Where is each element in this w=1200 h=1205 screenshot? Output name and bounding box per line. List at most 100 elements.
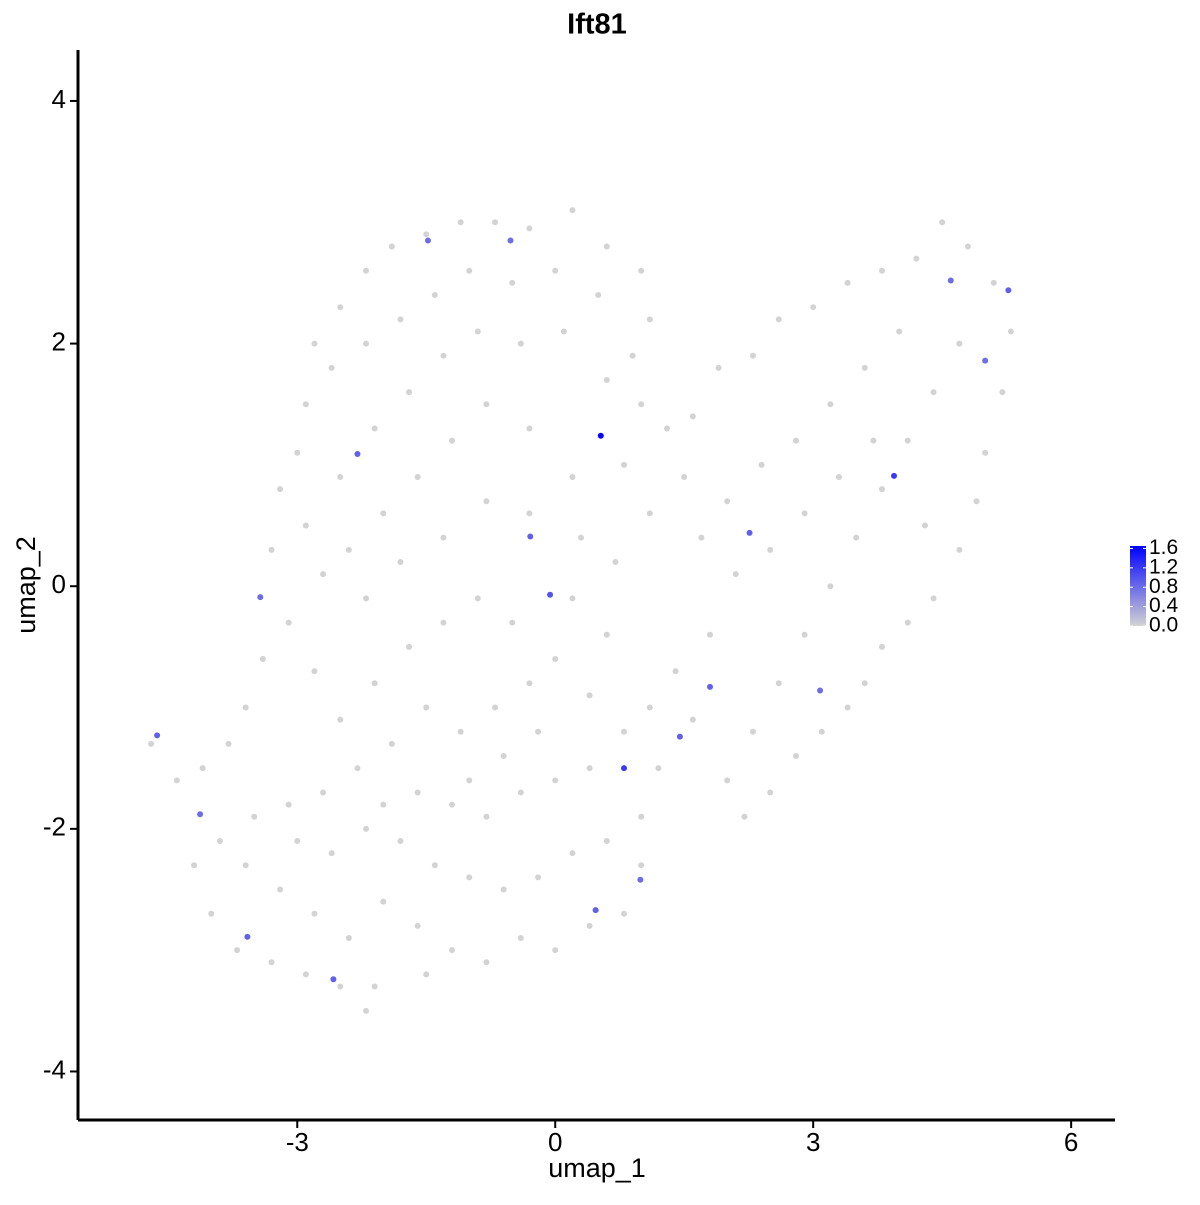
- point: [423, 971, 430, 978]
- chart-title: Ift81: [567, 9, 627, 41]
- point: [646, 510, 653, 517]
- x-axis-label: umap_1: [548, 1153, 646, 1183]
- point: [767, 789, 774, 796]
- point: [397, 837, 404, 844]
- point: [947, 277, 954, 284]
- point: [638, 813, 645, 820]
- point: [388, 740, 395, 747]
- point: [423, 231, 430, 238]
- point: [827, 583, 834, 590]
- point: [638, 267, 645, 274]
- point: [707, 683, 714, 690]
- point: [638, 401, 645, 408]
- point: [535, 728, 542, 735]
- point: [337, 983, 344, 990]
- point: [999, 389, 1006, 396]
- point: [817, 687, 824, 694]
- point: [655, 765, 662, 772]
- point: [724, 498, 731, 505]
- x-tick-label: 6: [1064, 1127, 1078, 1157]
- point: [982, 357, 989, 364]
- point: [440, 352, 447, 359]
- point: [285, 619, 292, 626]
- point: [526, 510, 533, 517]
- point: [741, 813, 748, 820]
- point: [569, 207, 576, 214]
- y-tick-label: -2: [43, 812, 66, 842]
- point: [603, 376, 610, 383]
- point: [664, 425, 671, 432]
- point: [878, 486, 885, 493]
- y-tick-label: -4: [43, 1054, 66, 1084]
- point: [311, 910, 318, 917]
- point: [208, 910, 215, 917]
- point: [268, 959, 275, 966]
- point: [285, 801, 292, 808]
- point: [964, 243, 971, 250]
- point: [904, 619, 911, 626]
- point: [363, 825, 370, 832]
- point: [990, 279, 997, 286]
- y-tick-label: 2: [52, 326, 66, 356]
- point: [689, 413, 696, 420]
- point: [311, 668, 318, 675]
- color-tick-label: 0.8: [1149, 575, 1178, 598]
- point: [861, 364, 868, 371]
- point: [302, 522, 309, 529]
- point: [715, 364, 722, 371]
- point: [870, 437, 877, 444]
- point: [500, 753, 507, 760]
- point: [956, 340, 963, 347]
- point: [363, 595, 370, 602]
- point: [311, 340, 318, 347]
- point: [982, 449, 989, 456]
- point: [913, 255, 920, 262]
- point: [603, 631, 610, 638]
- point: [234, 947, 241, 954]
- point: [621, 765, 628, 772]
- point: [552, 267, 559, 274]
- point: [973, 498, 980, 505]
- color-tick-label: 0.4: [1149, 594, 1179, 617]
- point: [629, 352, 636, 359]
- point: [492, 219, 499, 226]
- point: [363, 340, 370, 347]
- point: [844, 704, 851, 711]
- point: [801, 510, 808, 517]
- point: [423, 704, 430, 711]
- point: [191, 862, 198, 869]
- point: [320, 571, 327, 578]
- point: [449, 801, 456, 808]
- point: [388, 243, 395, 250]
- point: [397, 558, 404, 565]
- point: [749, 352, 756, 359]
- point: [930, 389, 937, 396]
- x-tick-label: 0: [548, 1127, 562, 1157]
- point: [354, 450, 361, 457]
- point: [483, 401, 490, 408]
- point: [547, 591, 554, 598]
- point: [406, 643, 413, 650]
- point: [552, 656, 559, 663]
- point: [637, 876, 644, 883]
- point: [861, 680, 868, 687]
- point: [878, 643, 885, 650]
- point: [466, 777, 473, 784]
- point: [363, 267, 370, 274]
- y-axis-label: umap_2: [11, 536, 41, 634]
- point: [526, 680, 533, 687]
- point: [483, 498, 490, 505]
- point: [440, 534, 447, 541]
- point: [724, 777, 731, 784]
- point: [330, 976, 337, 983]
- point: [148, 740, 155, 747]
- point: [767, 546, 774, 553]
- point: [507, 237, 514, 244]
- point: [569, 474, 576, 481]
- point: [492, 704, 499, 711]
- point: [896, 328, 903, 335]
- point: [380, 510, 387, 517]
- point: [363, 1007, 370, 1014]
- point: [586, 692, 593, 699]
